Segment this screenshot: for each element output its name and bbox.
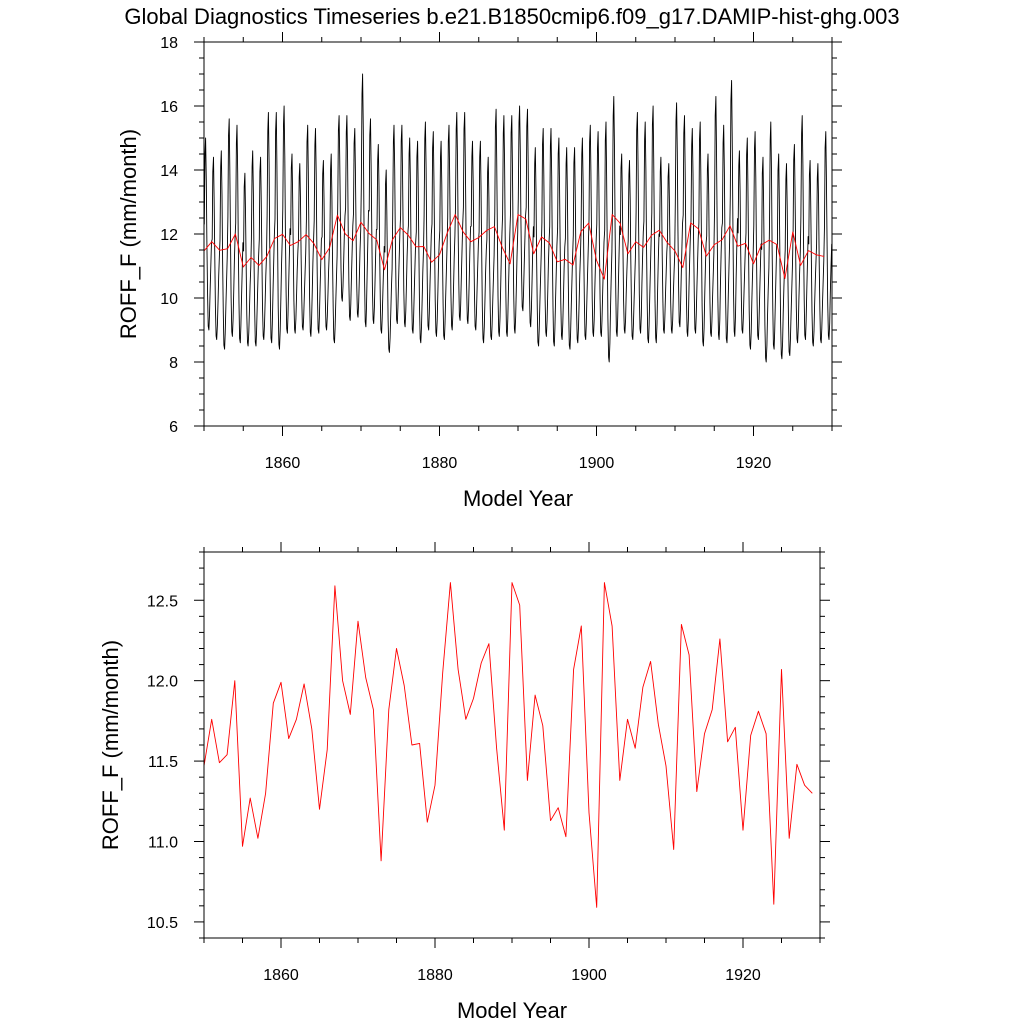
x-tick-label: 1920	[725, 967, 761, 984]
x-tick-label: 1880	[417, 967, 453, 984]
y-tick-label: 12.0	[147, 674, 178, 691]
y-tick-label: 10.5	[147, 915, 178, 932]
y-axis-label: ROFF_F (mm/month)	[98, 640, 123, 850]
bottom-panel: 1860 1880 1900 1920 10.5 11.0 11.5 12.0 12.5 Mode…	[98, 542, 830, 1023]
x-tick-label: 1880	[422, 455, 458, 472]
y-tick-label: 6	[169, 419, 178, 436]
x-tick-label: 1860	[263, 967, 299, 984]
y-tick-label: 18	[160, 35, 178, 52]
chart-title: Global Diagnostics Timeseries b.e21.B185…	[124, 4, 899, 29]
y-tick-label: 11.5	[148, 754, 178, 771]
annual-mean-series-line	[204, 214, 825, 280]
annual-mean-series-line	[204, 582, 813, 908]
x-axis-label: Model Year	[457, 998, 567, 1023]
y-tick-label: 11.0	[148, 835, 178, 852]
x-tick-label: 1900	[571, 967, 607, 984]
x-axis-label: Model Year	[463, 486, 573, 511]
x-tick-label: 1900	[579, 455, 615, 472]
y-tick-label: 12.5	[147, 593, 178, 610]
y-tick-label: 16	[160, 99, 178, 116]
top-panel: 1860 1880 1900 1920 6 8 10 12 14 16 18 Model Year RO…	[116, 32, 842, 511]
monthly-series-line	[204, 73, 832, 363]
x-tick-label: 1920	[736, 455, 772, 472]
y-tick-label: 14	[160, 163, 178, 180]
x-tick-label: 1860	[265, 455, 301, 472]
y-tick-label: 12	[160, 227, 178, 244]
plot-frame	[203, 551, 821, 939]
y-axis-label: ROFF_F (mm/month)	[116, 129, 141, 339]
y-tick-label: 10	[160, 291, 178, 308]
y-tick-label: 8	[169, 355, 178, 372]
